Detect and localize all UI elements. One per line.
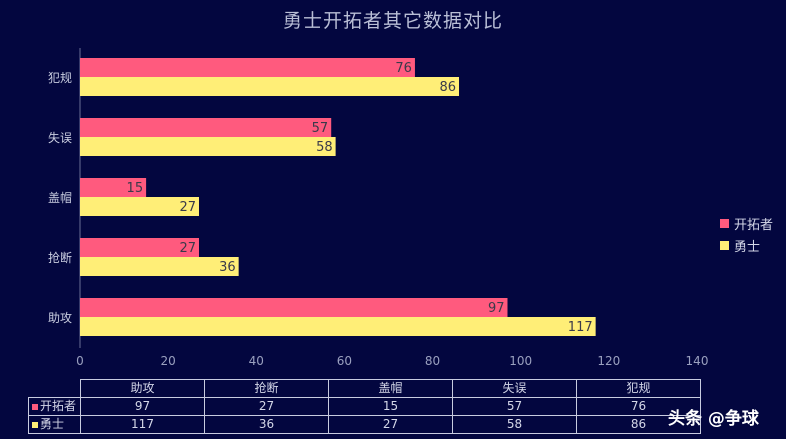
bar-trail-blazers [80,298,508,317]
x-tick-label: 140 [686,354,709,368]
watermark: 头条 @争球 [668,409,759,429]
y-tick-label: 盖帽 [48,190,72,205]
bar-trail-blazers [80,58,415,77]
table-cell: 27 [328,415,453,434]
table-row: 开拓者 97 27 15 57 76 [28,397,701,416]
table-row-label: 开拓者 [40,399,77,413]
legend-label-warriors: 勇士 [734,239,761,255]
table-swatch-trail-blazers [32,403,38,410]
bar-trail-blazers [80,118,332,137]
table-row: 勇士 117 36 27 58 86 [28,415,701,434]
table-cell: 27 [204,397,329,416]
data-label: 76 [395,61,412,76]
table-swatch-warriors [32,421,38,428]
table-cell: 58 [452,415,577,434]
table-header-cell: 失误 [452,379,577,398]
x-tick-label: 80 [425,354,440,368]
bar-warriors [80,137,336,156]
legend-swatch-trail-blazers [720,218,729,228]
table-cell: 15 [328,397,453,416]
bar-trail-blazers [80,178,147,197]
table-row-head: 开拓者 [28,397,81,416]
bar-warriors [80,197,199,216]
data-label: 86 [439,80,456,95]
x-tick-label: 0 [76,354,84,368]
legend-label-trail-blazers: 开拓者 [734,217,774,233]
legend: 开拓者 勇士 [720,212,773,256]
y-tick-label: 助攻 [48,311,72,325]
x-tick-label: 60 [337,354,352,368]
x-tick-label: 40 [249,354,264,368]
chart-title: 勇士开拓者其它数据对比 [282,10,503,32]
table-header-cell: 盖帽 [328,379,453,398]
legend-swatch-warriors [720,240,729,250]
table-cell: 97 [80,397,205,416]
legend-item-warriors[interactable]: 勇士 [720,234,773,256]
table-cell: 117 [80,415,205,434]
x-tick-label: 100 [509,354,532,368]
table-cell: 57 [452,397,577,416]
y-tick-label: 失误 [48,130,72,145]
legend-item-trail-blazers[interactable]: 开拓者 [720,212,773,234]
data-label: 58 [316,140,333,155]
y-tick-label: 抢断 [48,250,72,265]
data-label: 27 [179,200,196,215]
table-cell: 86 [576,415,701,434]
table-header-cell: 助攻 [80,379,205,398]
bar-warriors [80,77,460,96]
table-header-row: 助攻 抢断 盖帽 失误 犯规 [29,379,701,398]
data-label: 27 [179,241,196,256]
bar-warriors [80,317,596,336]
bar-warriors [80,257,239,276]
data-label: 15 [127,181,144,196]
data-label: 97 [488,301,505,316]
data-label: 36 [219,260,236,275]
data-label: 57 [312,121,329,136]
data-label: 117 [568,320,593,335]
table-header-cell: 犯规 [576,379,701,398]
table-row-head: 勇士 [28,415,81,434]
table-row-label: 勇士 [40,417,65,431]
y-tick-label: 犯规 [48,70,72,85]
bar-trail-blazers [80,238,199,257]
x-tick-label: 20 [161,354,176,368]
table-header-cell: 抢断 [204,379,329,398]
table-cell: 36 [204,415,329,434]
x-tick-label: 120 [597,354,620,368]
table-corner [29,380,81,398]
data-table: 助攻 抢断 盖帽 失误 犯规 开拓者 97 27 15 57 76 勇士 117… [28,379,701,434]
